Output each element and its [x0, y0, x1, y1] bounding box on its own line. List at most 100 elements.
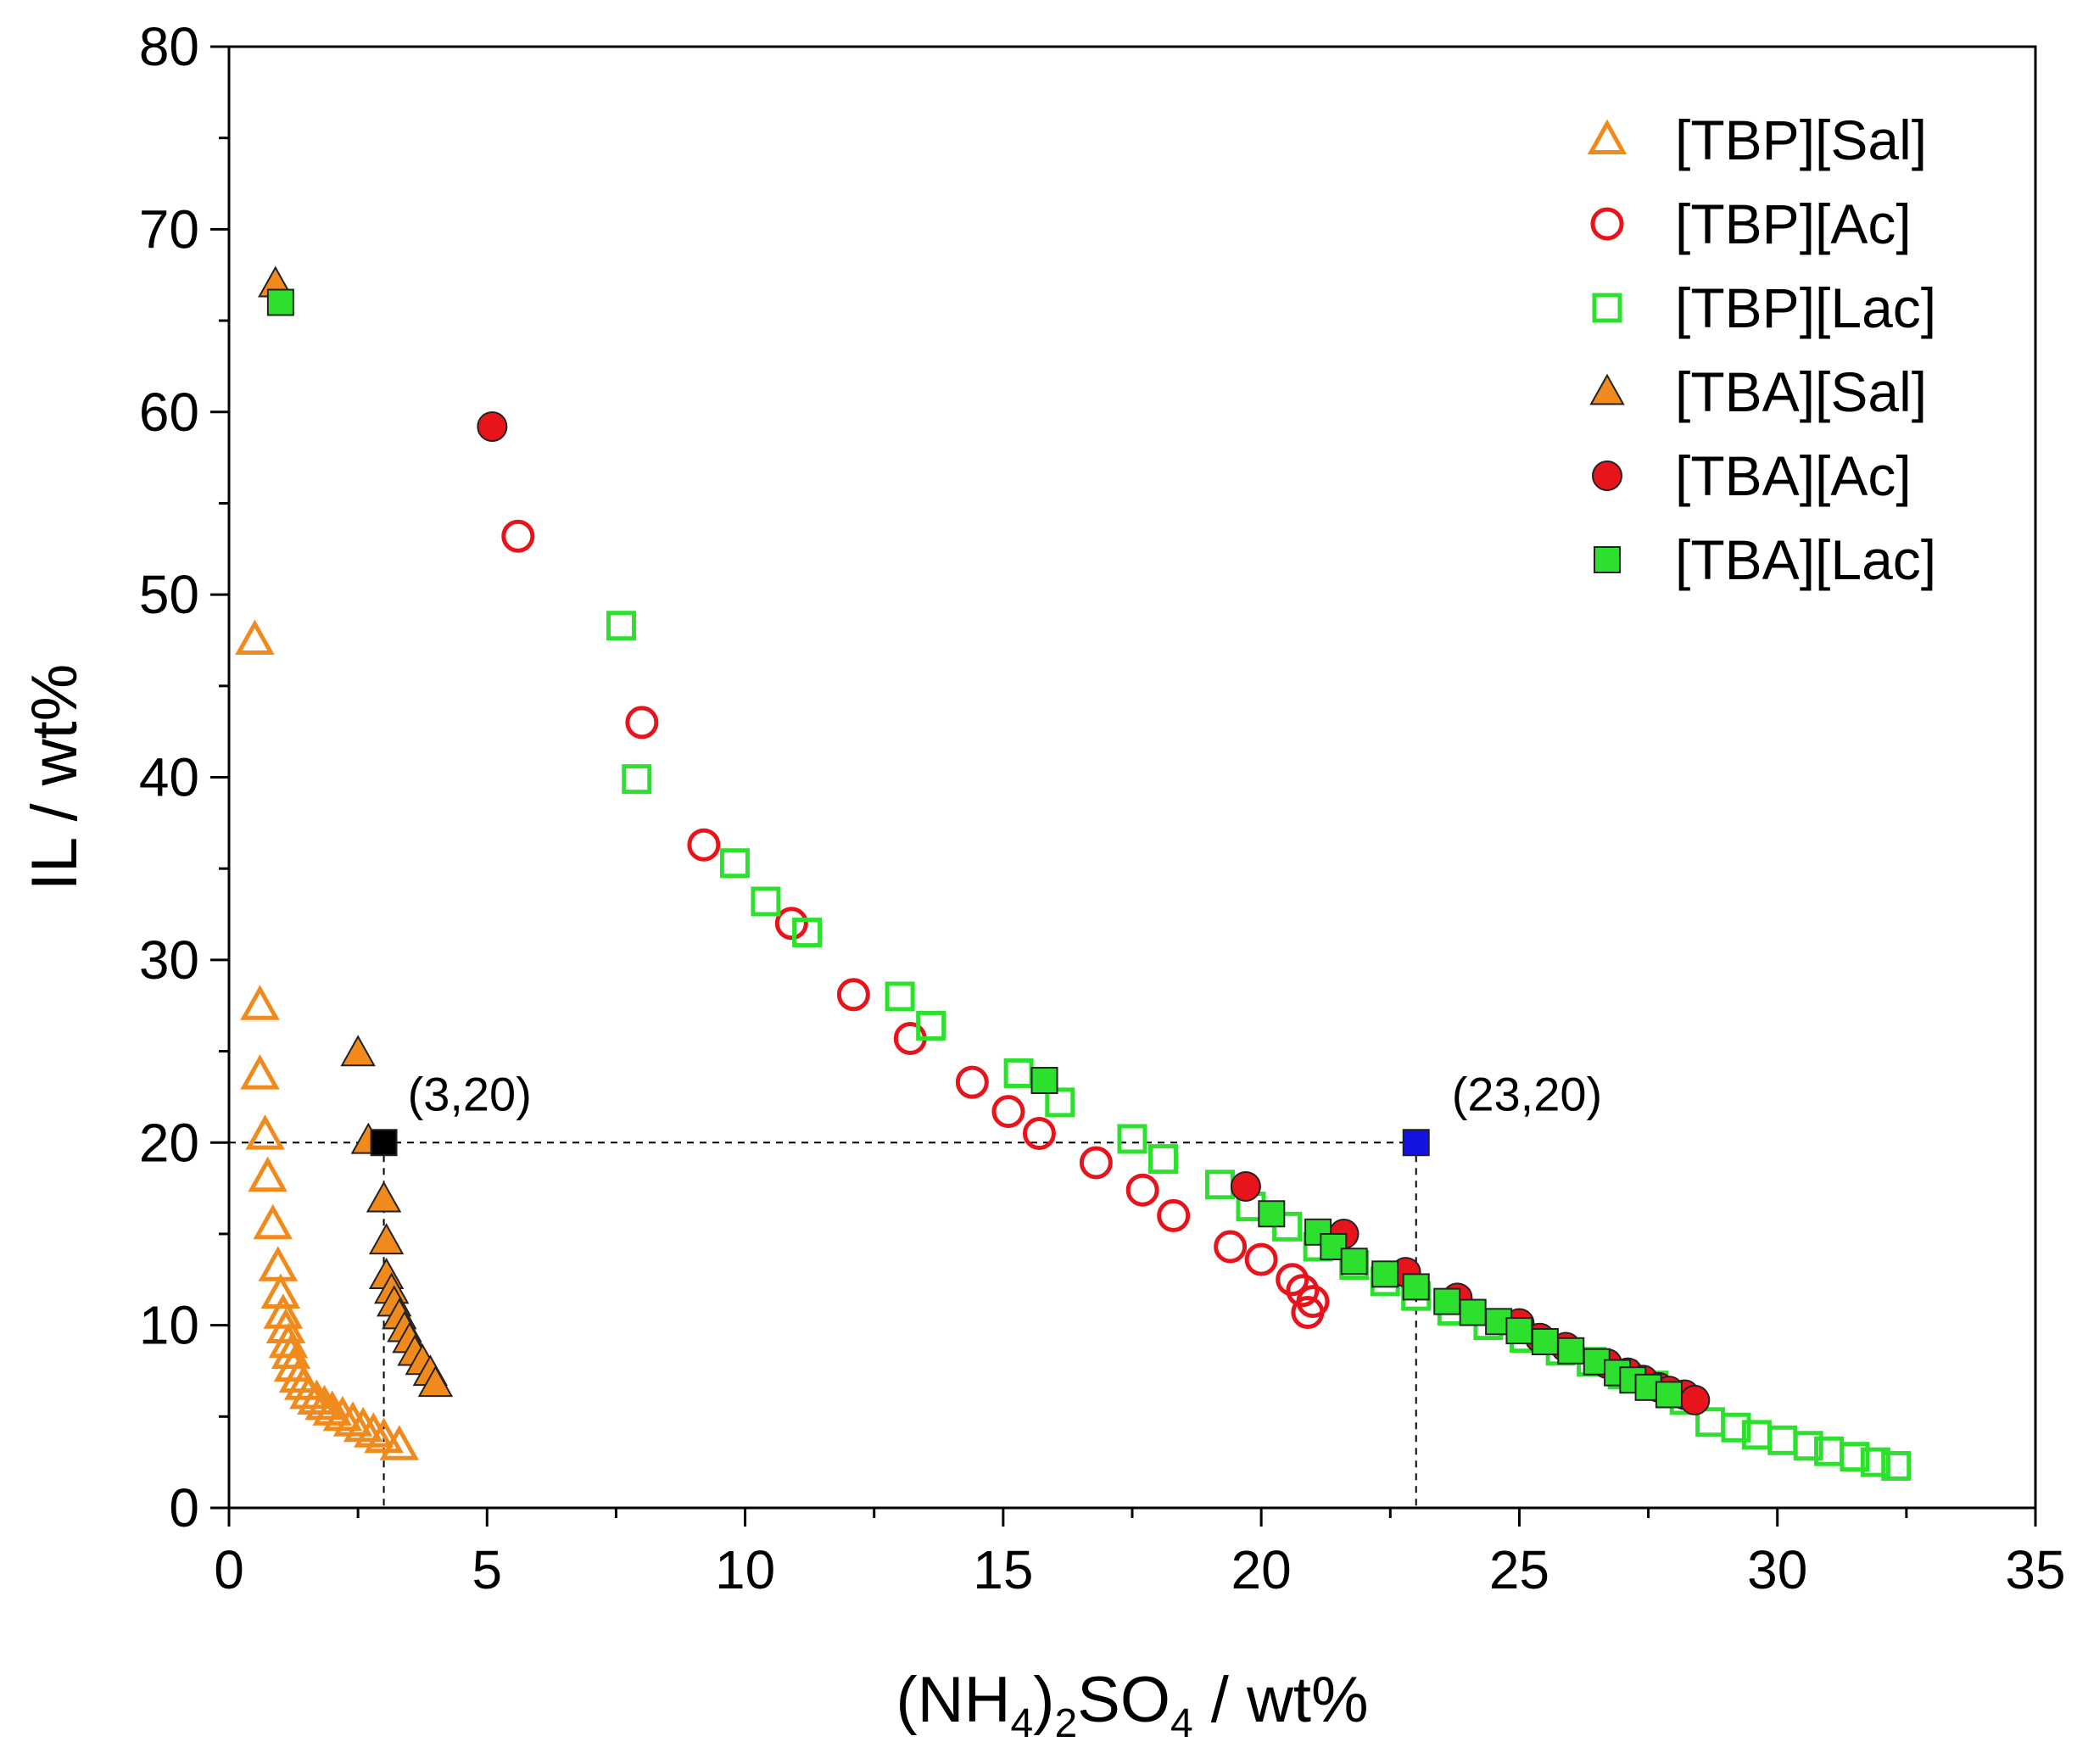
- x-axis-title: (NH4)2SO4 / wt%: [896, 1664, 1368, 1746]
- x-title-sub: 2: [1054, 1701, 1077, 1746]
- data-point: [622, 764, 652, 795]
- legend-marker: [1587, 119, 1628, 155]
- data-point: [1079, 1146, 1113, 1180]
- data-point: [417, 1365, 454, 1398]
- data-point: [354, 1412, 394, 1448]
- data-point: [322, 1395, 363, 1432]
- x-title-part: / wt%: [1193, 1664, 1369, 1736]
- data-point: [1286, 1274, 1320, 1308]
- series-5: [266, 288, 1683, 1409]
- data-point: [1459, 1298, 1487, 1326]
- data-point: [991, 1095, 1025, 1129]
- legend-label-tba-lac: [TBA][Lac]: [1675, 528, 1936, 591]
- data-point: [625, 706, 659, 740]
- x-title-part: (NH: [896, 1664, 1010, 1736]
- y-tick-label: 10: [139, 1295, 199, 1356]
- legend-marker: [1592, 293, 1622, 323]
- tick-labels: 0 5 10 15 20 25 30 35 0 10 20 30 40 50 60 70 80: [139, 16, 2066, 1600]
- legend: [TBP][Sal] [TBP][Ac] [TBP][Lac] [TBA][Sa…: [1587, 109, 1936, 591]
- series-2: [606, 611, 1912, 1481]
- data-point: [719, 848, 750, 879]
- y-tick-label: 50: [139, 564, 199, 625]
- axis-ticks: [210, 45, 2037, 1527]
- data-point: [1244, 1242, 1278, 1276]
- data-point: [501, 519, 535, 553]
- legend-label-tbp-lac: [TBP][Lac]: [1675, 276, 1936, 339]
- series-0: [235, 619, 420, 1460]
- data-point: [1767, 1425, 1798, 1455]
- data-point: [1030, 1067, 1058, 1095]
- x-title-sub: 4: [1170, 1701, 1193, 1746]
- data-point: [885, 981, 915, 1012]
- data-point: [1003, 1058, 1034, 1088]
- data-point: [751, 886, 781, 917]
- data-point: [312, 1390, 352, 1426]
- data-point: [1371, 1260, 1399, 1288]
- annotations: (3,20) (23,20): [370, 1067, 1602, 1157]
- data-point: [1433, 1287, 1461, 1315]
- x-tick-label: 0: [214, 1539, 244, 1600]
- plot-frame: [227, 45, 2037, 1510]
- data-point: [792, 918, 823, 948]
- y-tick-label: 60: [139, 382, 199, 443]
- data-point: [235, 619, 275, 656]
- data-point: [1402, 1273, 1430, 1301]
- data-point: [253, 1203, 293, 1240]
- data-point: [836, 978, 870, 1012]
- data-point: [1045, 1087, 1075, 1118]
- legend-label-tbp-sal: [TBP][Sal]: [1675, 109, 1927, 171]
- guide-lines: [229, 1142, 1417, 1508]
- annotation-marker: [370, 1129, 398, 1157]
- data-point: [340, 1035, 376, 1067]
- data-point: [1557, 1337, 1585, 1365]
- data-point: [1531, 1328, 1559, 1356]
- series-4: [477, 410, 1711, 1415]
- data-point: [304, 1384, 344, 1421]
- data-point: [248, 1156, 288, 1192]
- data-point: [1881, 1450, 1912, 1481]
- y-tick-label: 40: [139, 747, 199, 808]
- x-tick-label: 25: [1489, 1539, 1549, 1600]
- data-point: [1022, 1116, 1056, 1150]
- y-tick-label: 0: [169, 1477, 199, 1538]
- legend-label-tbp-ac: [TBP][Ac]: [1675, 193, 1912, 255]
- data-point: [332, 1401, 373, 1437]
- x-tick-label: 5: [472, 1539, 502, 1600]
- data-point: [606, 611, 637, 641]
- legend-marker: [1589, 373, 1625, 405]
- x-tick-label: 15: [973, 1539, 1033, 1600]
- legend-marker: [1590, 207, 1624, 241]
- legend-marker: [1592, 461, 1622, 491]
- series-3: [258, 265, 454, 1398]
- x-tick-label: 20: [1231, 1539, 1292, 1600]
- y-axis-title: IL / wt%: [19, 664, 91, 890]
- data-point: [1721, 1412, 1751, 1443]
- data-point: [1291, 1296, 1325, 1330]
- data-point: [364, 1417, 404, 1454]
- x-title-sub: 4: [1010, 1701, 1033, 1746]
- data-point: [258, 1246, 299, 1281]
- annotation-label-3-20: (3,20): [408, 1067, 532, 1120]
- data-point: [1204, 1169, 1235, 1200]
- data-point: [1148, 1144, 1179, 1175]
- data-point: [240, 985, 280, 1020]
- data-point: [1258, 1200, 1286, 1228]
- legend-markers: [1587, 119, 1628, 573]
- x-title-part: SO: [1077, 1664, 1170, 1736]
- y-tick-label: 80: [139, 16, 199, 77]
- data-point: [263, 1293, 304, 1329]
- x-tick-label: 10: [715, 1539, 775, 1600]
- data-point: [1655, 1381, 1683, 1409]
- legend-label-tba-ac: [TBA][Ac]: [1675, 444, 1912, 507]
- y-tick-label: 20: [139, 1112, 199, 1173]
- data-point: [297, 1379, 337, 1415]
- annotation-label-23-20: (23,20): [1452, 1067, 1602, 1120]
- data-point: [1340, 1248, 1368, 1276]
- data-point: [1125, 1173, 1159, 1207]
- data-point: [955, 1065, 989, 1099]
- data-point: [1679, 1384, 1711, 1415]
- data-points: [235, 265, 1912, 1481]
- data-point: [1230, 1170, 1261, 1202]
- data-point: [1505, 1317, 1533, 1345]
